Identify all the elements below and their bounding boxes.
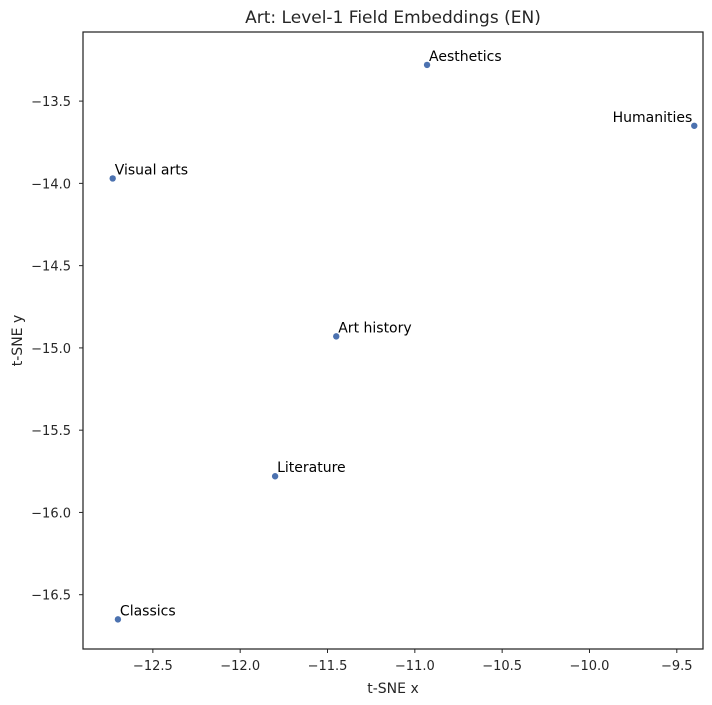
x-tick-label: −12.0 [220, 659, 260, 674]
y-tick-label: −15.0 [31, 342, 71, 357]
y-tick-label: −13.5 [31, 95, 71, 110]
point-label: Aesthetics [429, 49, 502, 65]
data-point [109, 175, 116, 182]
point-label: Literature [277, 460, 346, 476]
x-tick-label: −9.5 [661, 659, 693, 674]
data-point [423, 61, 431, 69]
x-tick-label: −11.5 [308, 659, 348, 674]
y-axis-label: t-SNE y [10, 315, 26, 366]
y-tick-label: −15.5 [31, 424, 71, 439]
data-point [691, 122, 698, 129]
x-tick-label: −11.0 [395, 659, 435, 674]
point-label: Art history [338, 320, 411, 336]
x-axis-label: t-SNE x [367, 681, 418, 697]
y-tick-label: −16.5 [31, 589, 71, 604]
point-label: Visual arts [115, 162, 188, 178]
x-tick-label: −12.5 [133, 659, 173, 674]
data-points [109, 61, 698, 623]
y-tick-label: −16.0 [31, 506, 71, 521]
plot-area [82, 31, 704, 650]
y-tick-label: −14.5 [31, 260, 71, 275]
y-tick-label: −14.0 [31, 177, 71, 192]
chart-title: Art: Level-1 Field Embeddings (EN) [245, 8, 541, 28]
data-point [271, 473, 279, 480]
point-labels: Aesthetics Humanities Visual arts Art histo… [115, 49, 693, 619]
y-axis-ticks: −13.5 −14.0 −14.5 −15.0 −15.5 −16.0 −16.5 [31, 95, 83, 604]
plot-frame [82, 31, 704, 650]
point-label: Humanities [613, 110, 693, 126]
x-tick-label: −10.0 [570, 659, 610, 674]
data-point [114, 616, 122, 623]
x-tick-label: −10.5 [482, 659, 522, 674]
x-axis-ticks: −12.5 −12.0 −11.5 −11.0 −10.5 −10.0 −9.5 [133, 649, 693, 674]
point-label: Classics [120, 603, 176, 619]
data-point [333, 333, 340, 340]
